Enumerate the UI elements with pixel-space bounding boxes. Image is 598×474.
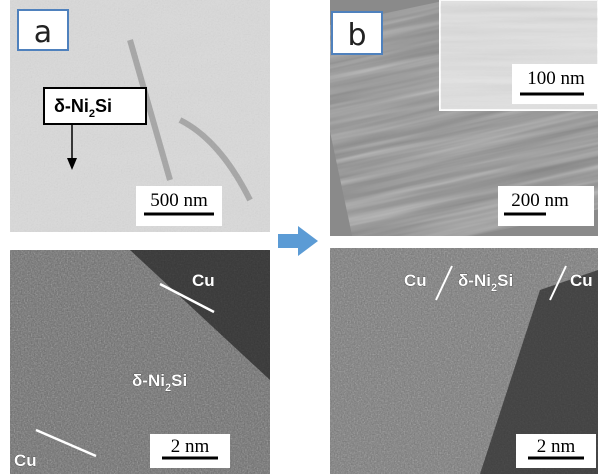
panel-label: b [347,18,366,53]
figure: a b δ-Ni2Si 500 nm 2 nm 100 nm 200 nm 2 … [0,0,598,474]
scale-bar-label: 2 nm [537,436,576,457]
image-a-bottom [10,250,270,474]
scale-bar-label: 200 nm [511,190,569,211]
scale-bar-label: 100 nm [527,68,585,89]
scale-bar-label: 2 nm [171,436,210,457]
cu-label: Cu [14,451,37,470]
panel-label: a [34,15,52,50]
cu-label: Cu [192,271,215,290]
arrow [278,226,318,256]
cu-label: Cu [404,271,427,290]
scale-bar-label: 500 nm [150,190,208,211]
cu-label: Cu [570,271,593,290]
